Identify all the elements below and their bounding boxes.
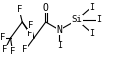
Text: I: I xyxy=(96,15,101,24)
Text: F: F xyxy=(17,6,22,15)
Text: F: F xyxy=(10,46,15,56)
Text: O: O xyxy=(43,3,49,13)
Text: F: F xyxy=(23,45,28,54)
Text: I: I xyxy=(89,3,94,12)
Text: F: F xyxy=(0,33,5,42)
Text: F: F xyxy=(28,21,34,30)
Text: I: I xyxy=(89,28,94,38)
Text: I: I xyxy=(57,42,62,51)
Text: F: F xyxy=(2,45,7,54)
Text: Si: Si xyxy=(72,15,82,24)
Text: N: N xyxy=(56,25,62,35)
Text: F: F xyxy=(27,30,33,39)
